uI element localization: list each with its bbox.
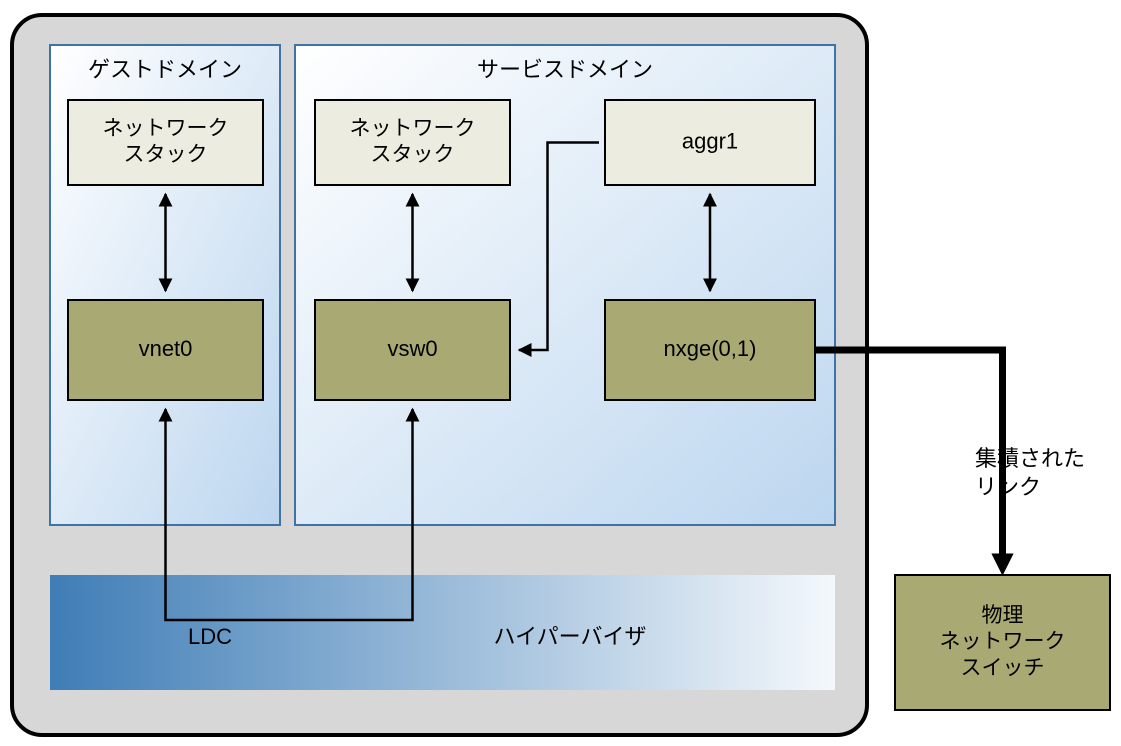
service-network-stack-box-label: スタック (371, 143, 455, 166)
physical-network-switch-box-label: スイッチ (961, 656, 1045, 679)
guest-network-stack-box-label: ネットワーク (103, 117, 229, 140)
nxge-box-label: nxge(0,1) (664, 336, 757, 361)
aggr1-box-label: aggr1 (682, 128, 738, 153)
vnet0-box-label: vnet0 (139, 336, 193, 361)
guest-domain-panel-title: ゲストドメイン (88, 57, 242, 82)
vsw0-box-label: vsw0 (387, 336, 437, 361)
aggregated-link-label: 集積された (975, 446, 1085, 471)
aggregated-link-label: リンク (975, 474, 1041, 499)
service-domain-panel-title: サービスドメイン (477, 57, 653, 82)
physical-network-switch-box-label: 物理 (982, 604, 1024, 627)
hypervisor-label: ハイパーバイザ (494, 624, 647, 649)
guest-network-stack-box-label: スタック (124, 143, 208, 166)
ldc-label: LDC (188, 624, 232, 649)
hypervisor-bar (50, 575, 835, 690)
physical-network-switch-box-label: ネットワーク (940, 630, 1066, 653)
service-network-stack-box-label: ネットワーク (350, 117, 476, 140)
